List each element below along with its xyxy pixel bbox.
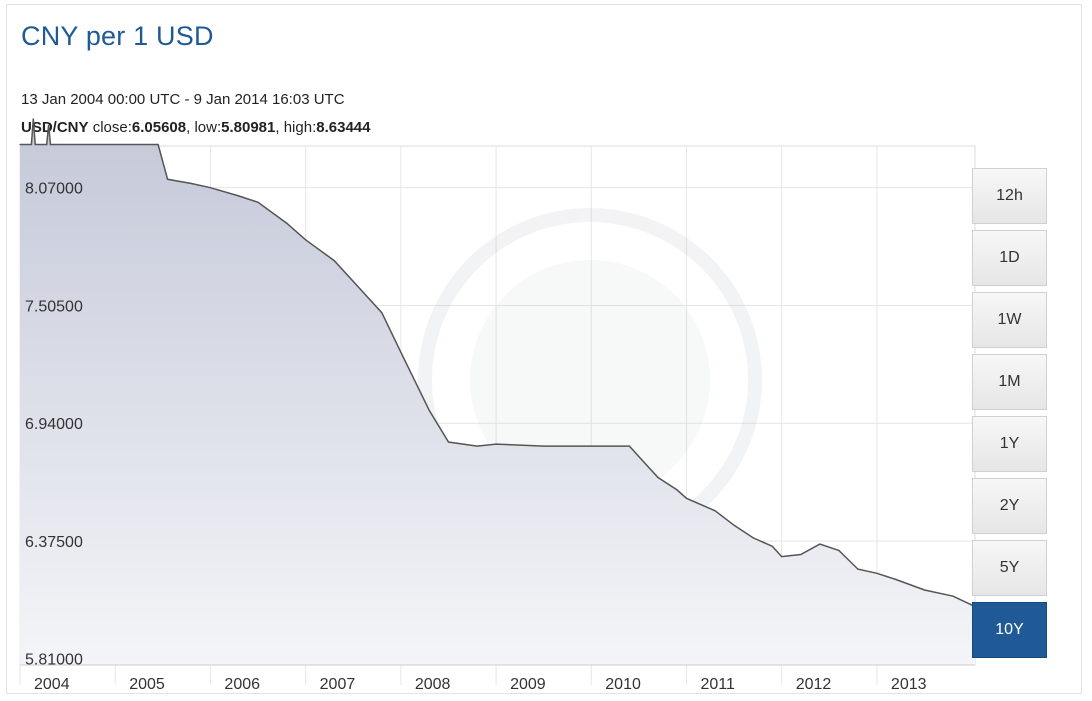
data-point — [286, 222, 288, 224]
x-tick-label: 2008 — [415, 676, 451, 693]
data-point — [167, 178, 169, 180]
x-tick-label: 2012 — [796, 676, 832, 693]
data-point — [628, 445, 631, 447]
pair-label: USD/CNY — [21, 119, 89, 136]
x-tick-label: 2004 — [34, 676, 70, 693]
data-point — [400, 351, 402, 353]
period-button-12h[interactable]: 12h — [972, 168, 1047, 224]
data-point — [714, 510, 716, 512]
x-tick-label: 2007 — [320, 676, 356, 693]
data-point — [476, 445, 478, 447]
period-button-1d[interactable]: 1D — [972, 230, 1047, 286]
low-value: 5.80981 — [221, 119, 276, 136]
x-tick-label: 2005 — [129, 676, 165, 693]
data-point — [19, 143, 21, 146]
date-range-text: 13 Jan 2004 00:00 UTC - 9 Jan 2014 16:03… — [21, 91, 345, 108]
y-tick-label: 6.94000 — [25, 416, 83, 433]
data-point — [800, 553, 802, 556]
data-point — [447, 441, 450, 443]
y-tick-label: 7.50500 — [25, 298, 83, 315]
data-point — [428, 410, 430, 412]
data-point — [590, 445, 592, 447]
data-point — [333, 260, 335, 262]
period-button-5y[interactable]: 5Y — [972, 540, 1047, 596]
data-point — [952, 595, 954, 597]
data-point — [543, 445, 545, 447]
data-point — [733, 524, 735, 526]
x-tick-label: 2010 — [605, 676, 641, 693]
period-button-1y[interactable]: 1Y — [972, 416, 1047, 472]
stats-line: USD/CNY close:6.05608, low:5.80981, high… — [21, 119, 371, 136]
data-point — [49, 143, 52, 146]
high-label: high: — [283, 119, 317, 136]
close-label: close: — [92, 119, 132, 136]
period-button-2y[interactable]: 2Y — [972, 478, 1047, 534]
data-point — [819, 543, 821, 545]
page-title: CNY per 1 USD — [21, 21, 214, 51]
high-value: 8.63444 — [316, 119, 371, 136]
data-point — [923, 589, 926, 591]
x-tick-label: 2006 — [224, 676, 260, 693]
data-point — [157, 143, 159, 146]
x-tick-label: 2011 — [701, 676, 736, 693]
x-tick-label: 2009 — [510, 676, 546, 693]
data-point — [305, 239, 307, 241]
data-point — [257, 201, 259, 203]
series-area — [20, 118, 975, 665]
y-tick-label: 8.07000 — [25, 181, 83, 198]
x-tick-label: 2013 — [891, 676, 927, 693]
data-point — [114, 143, 116, 146]
data-point — [238, 195, 240, 197]
data-point — [685, 497, 688, 499]
data-point — [638, 456, 640, 458]
data-point — [781, 556, 783, 558]
data-point — [46, 143, 48, 146]
data-point — [381, 312, 383, 314]
data-point — [857, 568, 859, 570]
period-button-1w[interactable]: 1W — [972, 292, 1047, 348]
data-point — [190, 182, 192, 185]
y-tick-label: 5.81000 — [25, 652, 83, 669]
data-point — [838, 549, 840, 552]
data-point — [495, 443, 497, 445]
close-value: 6.05608 — [131, 119, 187, 136]
data-point — [34, 143, 36, 146]
data-point — [657, 476, 659, 478]
data-point — [752, 537, 754, 539]
y-tick-label: 6.37500 — [25, 534, 83, 551]
data-point — [362, 291, 364, 293]
data-point — [676, 489, 678, 491]
data-point — [209, 187, 211, 189]
data-point — [30, 143, 32, 146]
low-label: low: — [194, 119, 222, 136]
data-point — [876, 572, 878, 574]
period-button-1m[interactable]: 1M — [972, 354, 1047, 410]
data-point — [48, 124, 50, 126]
data-point — [771, 545, 773, 547]
data-point — [895, 578, 897, 581]
period-button-10y[interactable]: 10Y — [972, 602, 1047, 658]
data-point — [32, 118, 34, 120]
